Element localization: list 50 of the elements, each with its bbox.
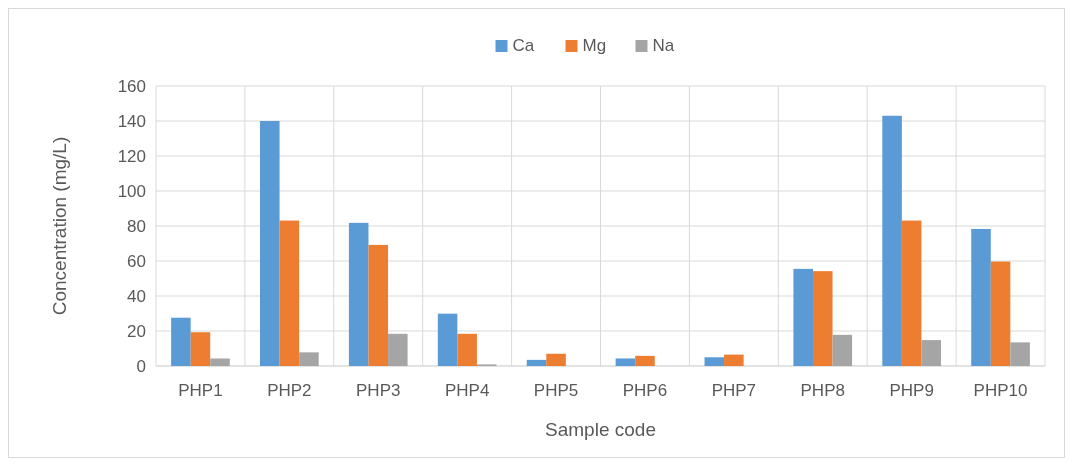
bar	[704, 357, 725, 366]
bar	[793, 268, 813, 366]
y-tick-label: 40	[127, 286, 146, 306]
y-tick-label: 140	[117, 111, 146, 131]
y-tick-label: 100	[117, 181, 146, 201]
bar	[724, 354, 744, 366]
y-tick-label: 60	[127, 251, 146, 271]
x-tick-label: PHP10	[973, 381, 1028, 400]
bar	[457, 333, 477, 366]
x-tick-label: PHP2	[267, 381, 312, 400]
y-axis-title: Concentration (mg/L)	[49, 136, 70, 316]
bar	[546, 353, 566, 366]
y-tick-label: 120	[117, 146, 146, 166]
x-tick-label: PHP3	[356, 381, 401, 400]
legend-label: Ca	[512, 36, 535, 55]
bar	[388, 333, 408, 366]
bar	[171, 317, 191, 366]
bar	[279, 220, 300, 366]
y-tick-label: 20	[127, 321, 146, 341]
y-tick-label: 0	[136, 356, 146, 376]
x-tick-label: PHP6	[622, 381, 668, 400]
bar	[901, 220, 922, 366]
bar	[812, 271, 833, 366]
legend-label: Na	[652, 36, 675, 55]
x-tick-label: PHP8	[800, 381, 845, 400]
bar	[299, 352, 319, 366]
y-tick-label: 80	[127, 216, 146, 236]
x-tick-label: PHP4	[444, 381, 490, 400]
bar	[971, 228, 991, 366]
bar	[348, 222, 369, 366]
bar	[615, 358, 636, 366]
bar	[526, 359, 547, 366]
bar	[210, 358, 230, 366]
bar	[832, 334, 853, 366]
x-tick-label: PHP5	[533, 381, 579, 400]
x-axis-title: Sample code	[545, 419, 656, 440]
bar	[368, 244, 389, 366]
bar	[190, 332, 211, 366]
bar	[1010, 342, 1030, 366]
y-tick-label: 160	[117, 76, 146, 96]
bar	[437, 313, 458, 366]
x-tick-label: PHP7	[711, 381, 757, 400]
x-tick-label: PHP1	[178, 381, 223, 400]
bar	[260, 121, 280, 366]
bar	[635, 355, 655, 366]
bar	[882, 115, 902, 366]
bar	[990, 261, 1011, 366]
x-tick-label: PHP9	[889, 381, 934, 400]
legend-label: Mg	[582, 36, 607, 55]
bar	[921, 340, 941, 366]
